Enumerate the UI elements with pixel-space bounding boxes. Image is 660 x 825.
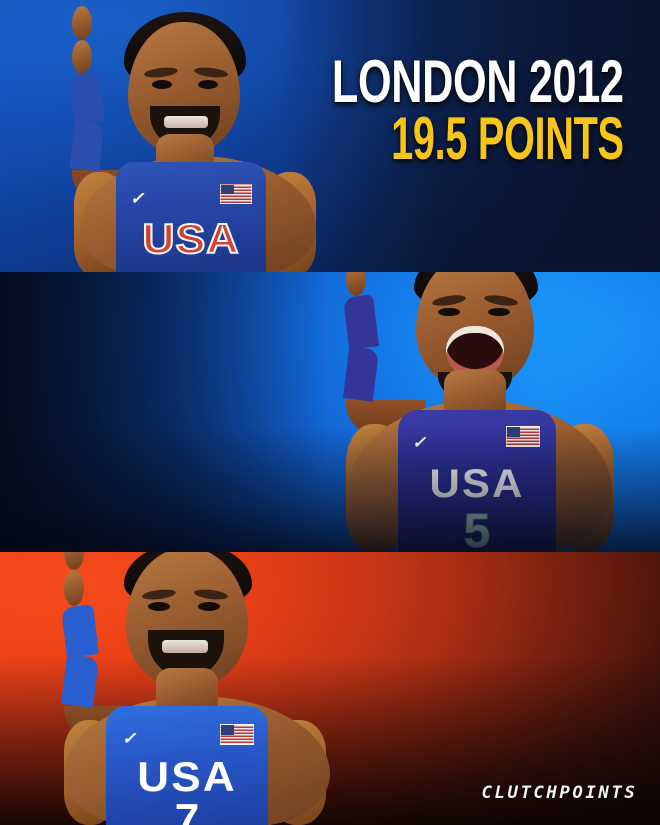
player-ear-left — [72, 6, 92, 40]
london-points: 19.5 POINTS — [391, 105, 625, 173]
jersey-wordmark: USA — [137, 753, 237, 800]
clutchpoints-watermark: CLUTCHPOINTS — [481, 783, 638, 803]
player-photo-tokyo: ✓ USA 7 — [61, 552, 330, 825]
jersey-strap-right — [61, 654, 99, 708]
panel-rio-2016: ✓ USA 5 RIO 2016 19.4 POINTS — [0, 272, 660, 552]
nike-swoosh-icon: ✓ — [130, 189, 145, 208]
panel-tokyo-2020: ✓ USA 7 TOKYO 2020 20.7 POINTS CLUTCHPOI… — [0, 552, 660, 825]
player-ear-right — [72, 40, 92, 74]
jersey-wordmark: USA — [141, 215, 240, 262]
player-eye-left — [152, 80, 172, 89]
player-photo-london: ✓ USA — [69, 6, 322, 272]
player-eye-right — [198, 80, 218, 89]
player-mouth — [164, 116, 208, 128]
us-flag-patch-icon — [220, 724, 254, 745]
nike-swoosh-icon: ✓ — [122, 729, 137, 748]
player-eye-right — [198, 602, 220, 611]
panel-rio-background — [0, 272, 660, 552]
jersey-body — [116, 162, 266, 272]
london-title: LONDON 2012 — [332, 48, 624, 115]
player-mouth — [162, 640, 208, 653]
us-flag-patch-icon — [220, 184, 252, 204]
jersey-strap-right — [69, 120, 105, 172]
player-ear-right — [64, 570, 84, 606]
panel-london-2012: ✓ USA LONDON 2012 19.5 POINTS — [0, 0, 660, 272]
jersey-strap-left — [69, 72, 105, 124]
player-eye-left — [148, 602, 170, 611]
london-text-block: LONDON 2012 19.5 POINTS — [219, 48, 625, 173]
player-ear-left — [64, 552, 84, 570]
jersey-strap-left — [61, 604, 99, 658]
jersey-number: 7 — [174, 795, 200, 825]
